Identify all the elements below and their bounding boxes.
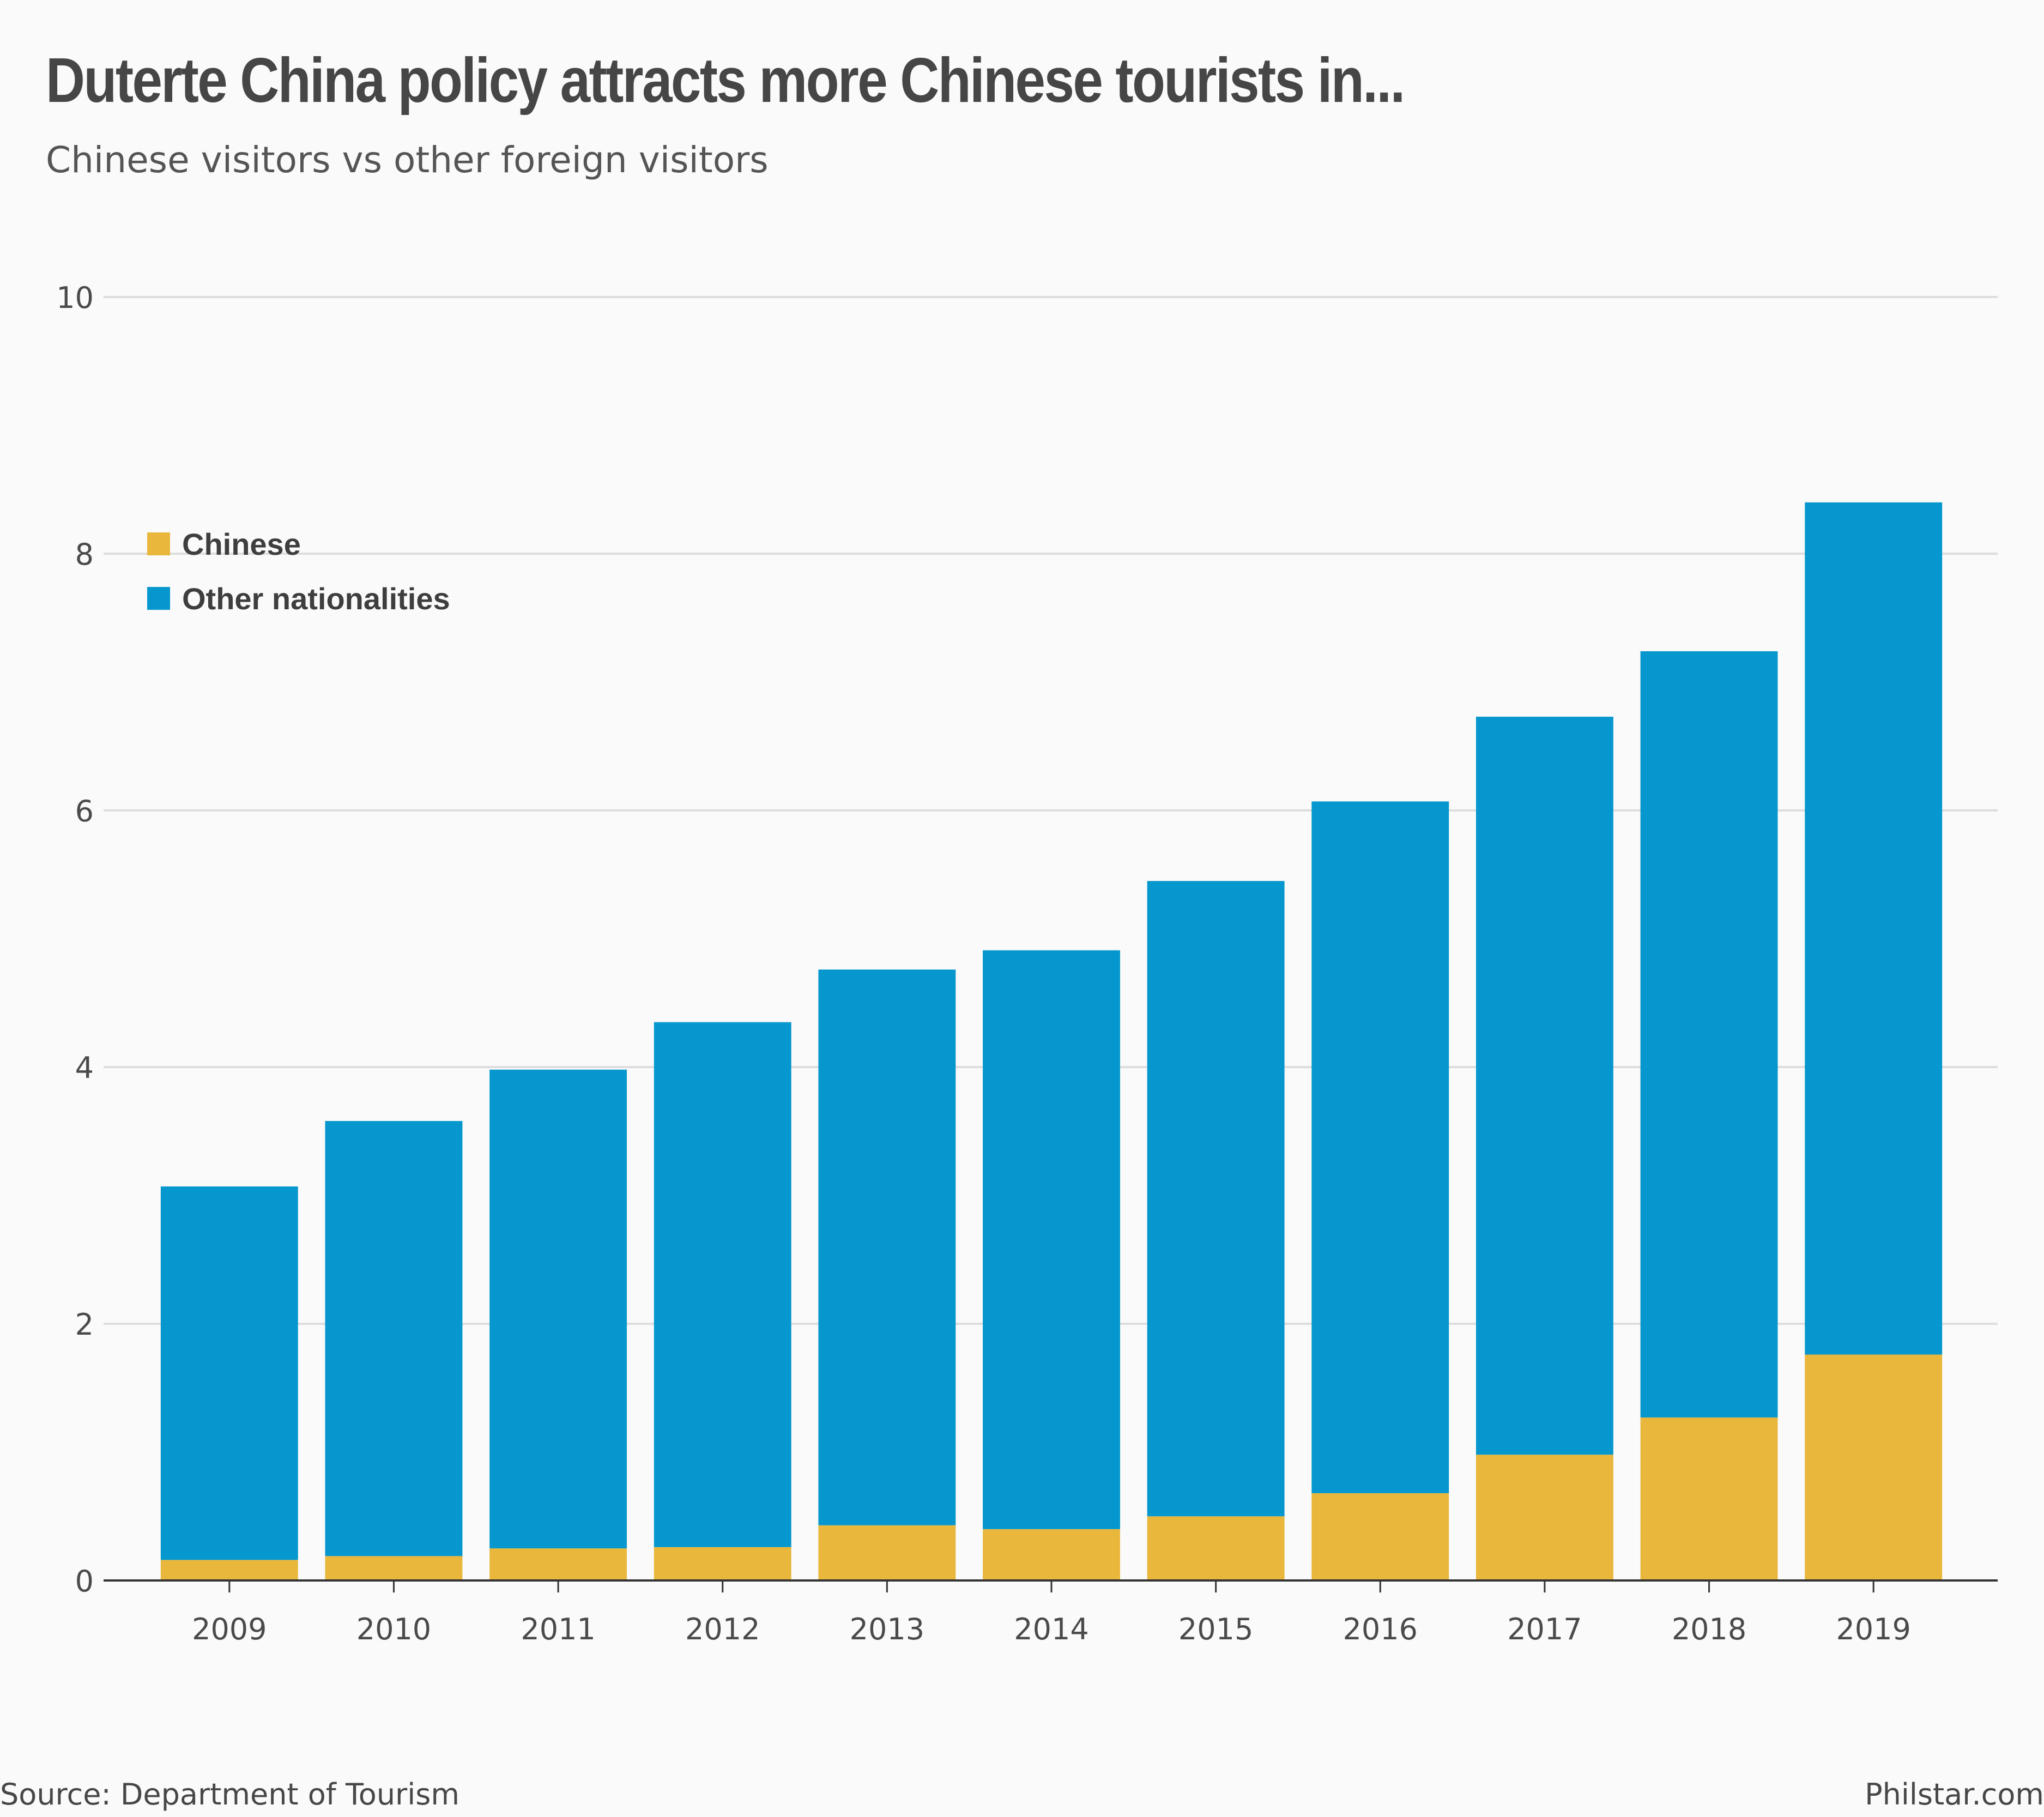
legend-label-other: Other nationalities [182,581,450,616]
bar-chinese-2010 [325,1556,463,1580]
bar-other-2019 [1805,502,1943,1355]
x-tick-label-2015: 2015 [1178,1612,1253,1646]
x-tick-label-2019: 2019 [1836,1612,1910,1646]
bar-other-2011 [489,1069,627,1549]
bar-other-2018 [1640,651,1778,1418]
x-tick-label-2011: 2011 [521,1612,595,1646]
bar-other-2013 [818,970,956,1525]
chart-title: Duterte China policy attracts more Chine… [46,45,1405,116]
y-tick-label-6: 6 [75,794,94,828]
x-tick-label-2016: 2016 [1343,1612,1418,1646]
x-tick-label-2018: 2018 [1672,1612,1746,1646]
legend-label-chinese: Chinese [182,526,301,561]
bar-chinese-2012 [654,1547,791,1580]
bar-other-2016 [1311,801,1449,1493]
bar-other-2010 [325,1121,463,1556]
bar-chinese-2018 [1640,1417,1778,1580]
legend-item-chinese: Chinese [147,517,450,571]
x-tick-label-2014: 2014 [1014,1612,1088,1646]
bar-chinese-2015 [1147,1516,1285,1580]
y-tick-label-2: 2 [75,1307,94,1342]
bar-other-2017 [1475,717,1613,1455]
bar-chinese-2017 [1475,1455,1613,1580]
legend-swatch-other [147,587,170,610]
chart-legend: Chinese Other nationalities [147,517,450,626]
bar-chinese-2009 [160,1560,298,1580]
y-tick-label-8: 8 [75,537,94,572]
bar-chinese-2011 [489,1548,627,1580]
x-tick-label-2013: 2013 [850,1612,924,1646]
y-tick-label-0: 0 [75,1564,94,1598]
legend-swatch-chinese [147,532,170,555]
x-tick-label-2017: 2017 [1507,1612,1582,1646]
legend-item-other: Other nationalities [147,571,450,626]
chart-subtitle: Chinese visitors vs other foreign visito… [46,139,769,181]
bar-chinese-2019 [1805,1354,1943,1580]
bar-other-2012 [654,1022,791,1547]
x-tick-label-2010: 2010 [356,1612,431,1646]
x-tick-label-2012: 2012 [685,1612,760,1646]
y-tick-label-4: 4 [75,1051,94,1085]
y-tick-label-10: 10 [56,281,94,315]
source-note: Source: Department of Tourism [0,1777,459,1812]
bar-chinese-2014 [983,1529,1120,1580]
bar-other-2009 [160,1186,298,1560]
bar-other-2014 [983,950,1120,1529]
x-tick-label-2009: 2009 [192,1612,267,1646]
bar-other-2015 [1147,881,1285,1517]
bar-chinese-2013 [818,1525,956,1580]
bar-chinese-2016 [1311,1493,1449,1580]
publisher-credit: Philstar.com [1865,1777,2044,1812]
